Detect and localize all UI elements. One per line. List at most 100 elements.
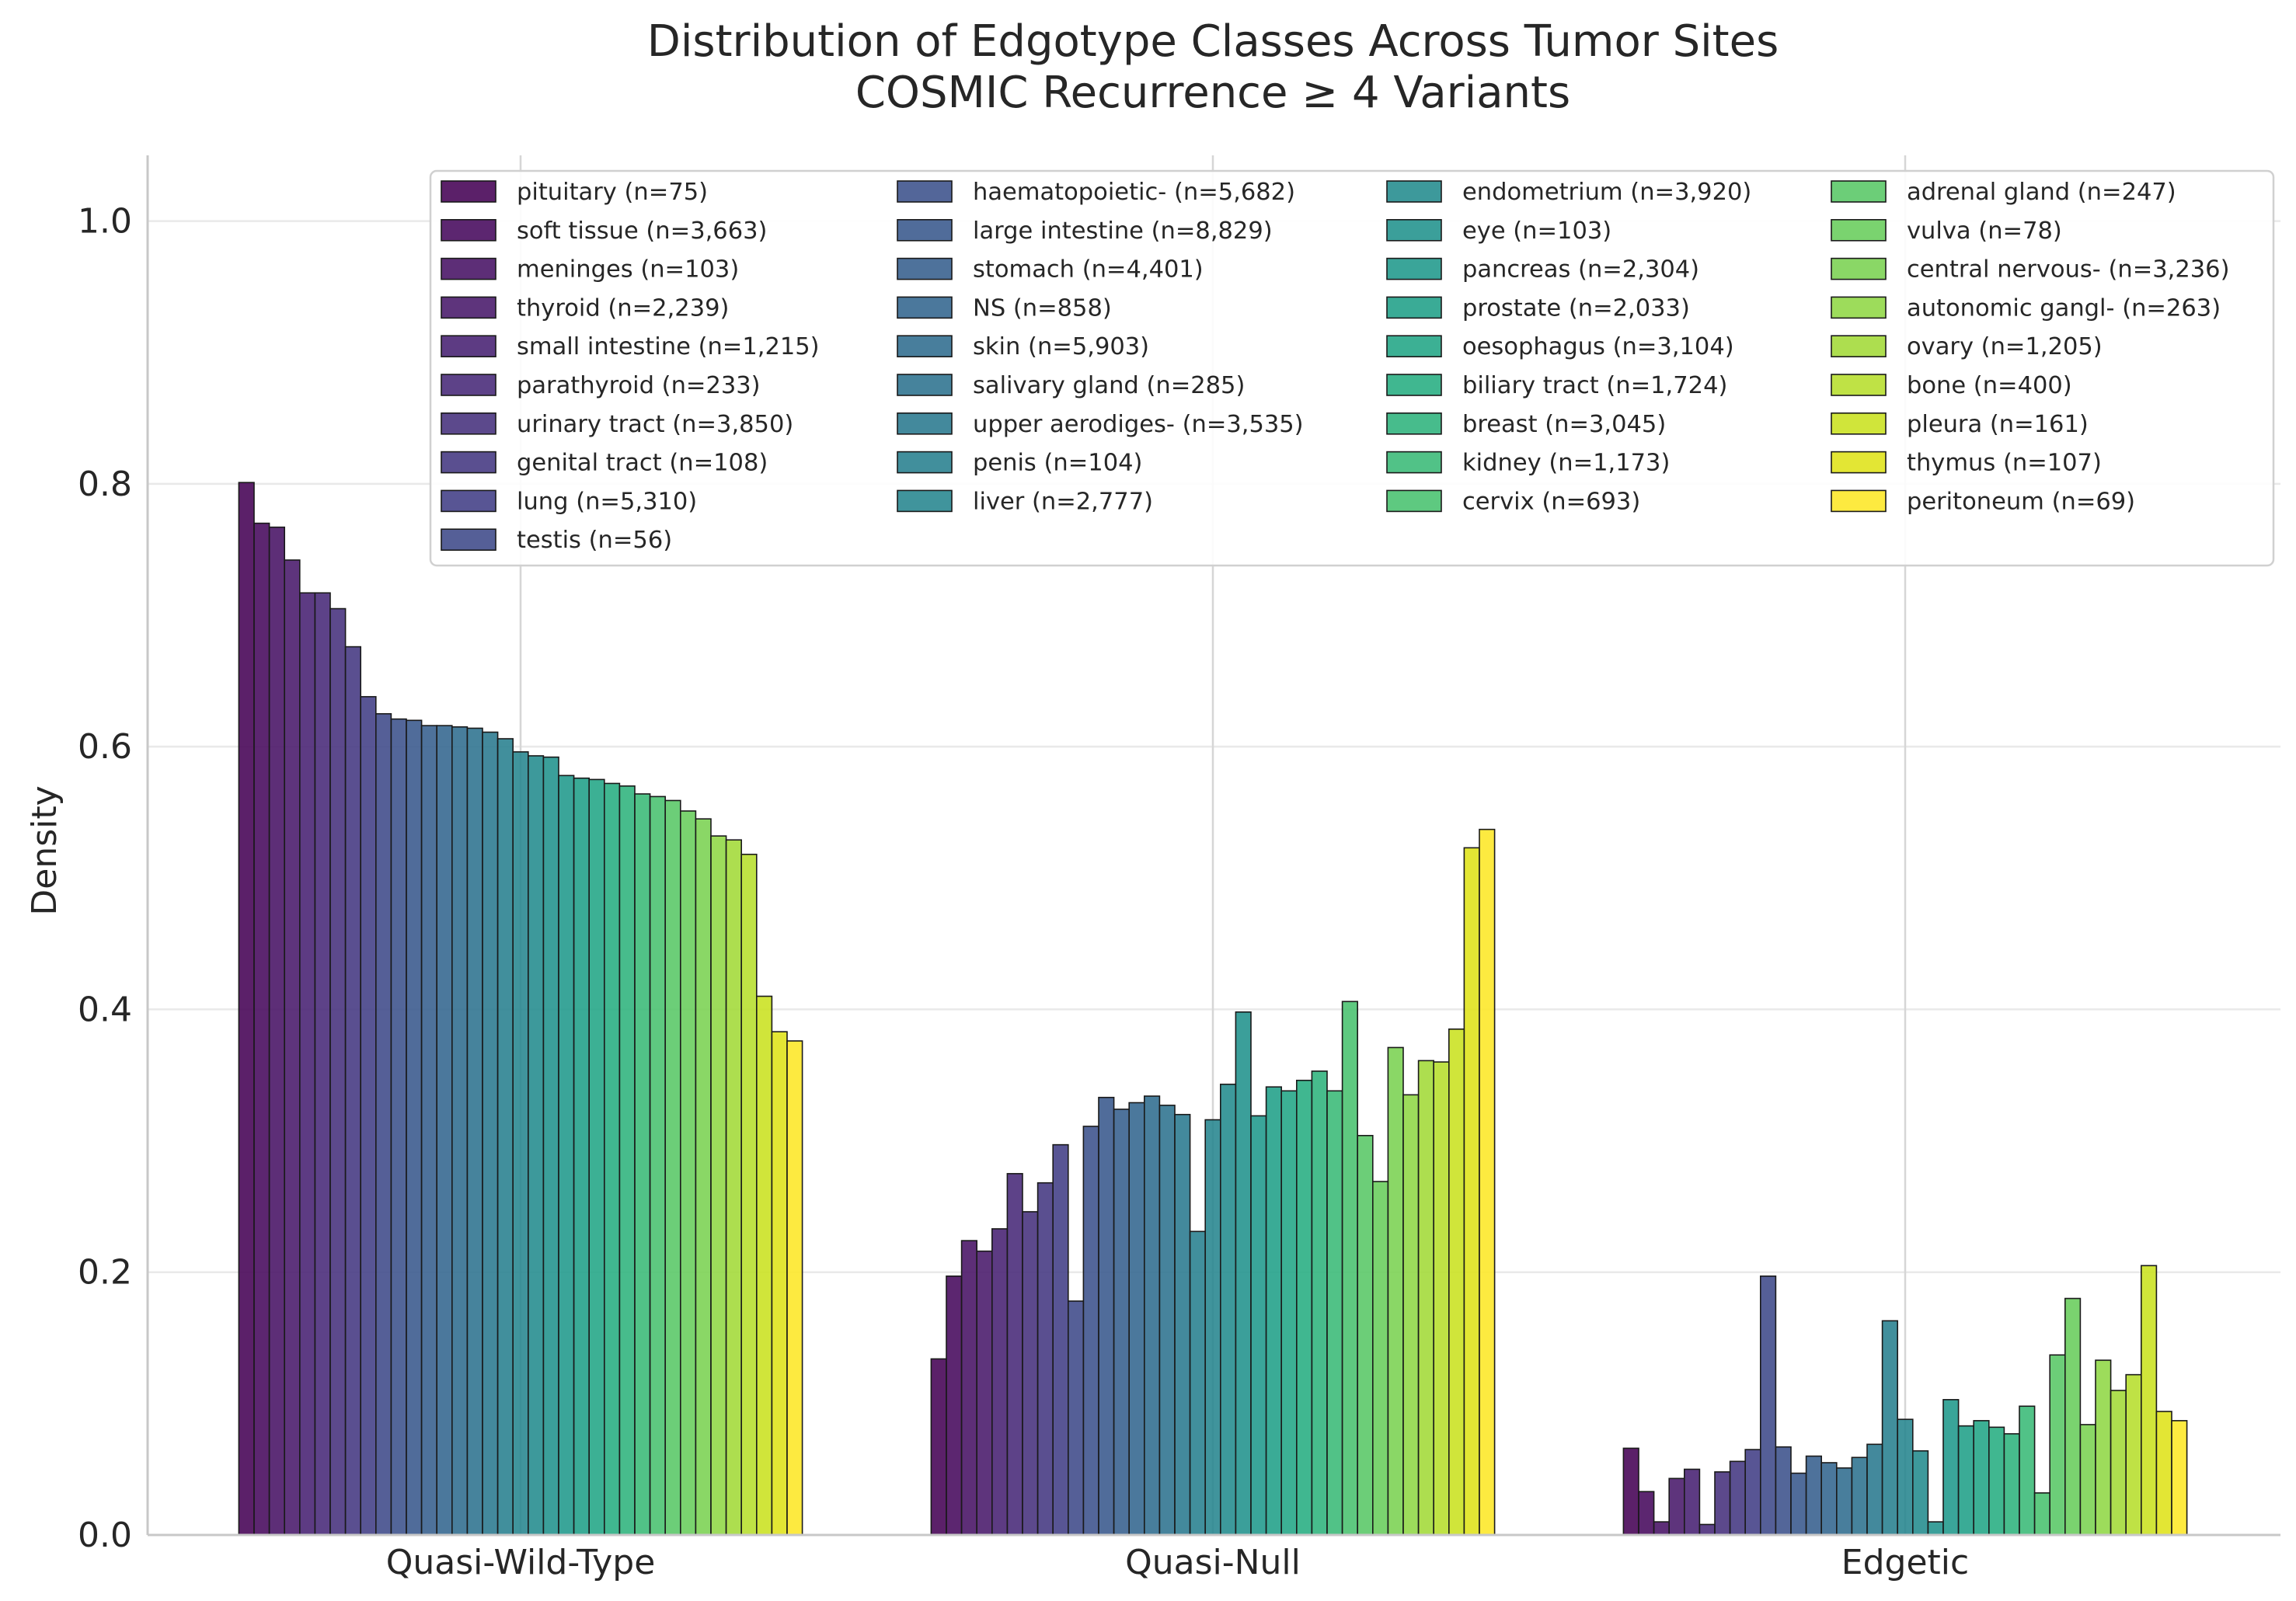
legend-swatch xyxy=(441,257,496,280)
bar xyxy=(1433,1061,1450,1536)
legend-swatch xyxy=(1386,451,1442,474)
bar xyxy=(2141,1265,2158,1536)
legend-label: soft tissue (n=3,663) xyxy=(517,218,767,245)
y-tick-label: 0.0 xyxy=(78,1516,132,1555)
legend-label: cervix (n=693) xyxy=(1462,488,1640,515)
legend-swatch xyxy=(1386,374,1442,396)
bar xyxy=(1760,1275,1777,1536)
legend-swatch xyxy=(441,412,496,435)
legend-swatch xyxy=(897,296,953,319)
bar xyxy=(976,1250,993,1536)
bar xyxy=(1479,828,1496,1536)
bar xyxy=(771,1031,788,1536)
bar xyxy=(1912,1450,1929,1536)
bar xyxy=(1744,1449,1761,1536)
legend-label: genital tract (n=108) xyxy=(517,450,768,477)
bar xyxy=(482,731,499,1536)
bar xyxy=(1463,847,1480,1536)
bar xyxy=(1417,1060,1434,1536)
bar xyxy=(1098,1096,1115,1536)
bar xyxy=(2003,1432,2020,1536)
legend-label: salivary gland (n=285) xyxy=(973,372,1245,399)
legend-swatch xyxy=(1386,412,1442,435)
bar xyxy=(2171,1420,2188,1536)
bar xyxy=(1729,1460,1747,1536)
bar xyxy=(238,482,255,1536)
bar xyxy=(1698,1523,1716,1536)
bar xyxy=(1189,1230,1206,1536)
legend-label: breast (n=3,045) xyxy=(1462,411,1666,438)
bar xyxy=(527,755,545,1536)
legend-swatch xyxy=(1386,218,1442,242)
legend: pituitary (n=75) soft tissue (n=3,663) men… xyxy=(429,169,2275,567)
bar xyxy=(1174,1113,1191,1536)
legend-label: central nervous- (n=3,236) xyxy=(1907,256,2230,284)
bar xyxy=(1927,1521,1944,1536)
bar xyxy=(991,1228,1009,1536)
legend-swatch xyxy=(897,180,953,203)
bar xyxy=(1957,1425,1975,1536)
legend-swatch xyxy=(441,489,496,513)
bar xyxy=(1866,1443,1883,1536)
chart-title: Distribution of Edgotype Classes Across … xyxy=(647,16,1779,67)
bar xyxy=(558,774,575,1536)
legend-label: large intestine (n=8,829) xyxy=(973,218,1273,245)
bar xyxy=(1235,1011,1252,1536)
axes xyxy=(146,155,2280,1537)
legend-label: penis (n=104) xyxy=(973,450,1142,477)
bar xyxy=(2033,1492,2051,1536)
legend-label: biliary tract (n=1,724) xyxy=(1462,372,1727,399)
bar xyxy=(725,839,742,1536)
x-tick-labels: Quasi-Wild-Type Quasi-Null Edgetic xyxy=(386,1543,1969,1582)
bar xyxy=(298,592,316,1536)
bar xyxy=(1158,1105,1176,1536)
bar xyxy=(1006,1173,1023,1536)
bar xyxy=(375,713,392,1536)
bar xyxy=(1265,1086,1282,1536)
legend-swatch xyxy=(897,451,953,474)
bar xyxy=(588,778,605,1536)
y-tick-labels: 0.0 0.2 0.4 0.6 0.8 1.0 xyxy=(78,202,132,1555)
legend-label: parathyroid (n=233) xyxy=(517,372,761,399)
bar xyxy=(1128,1102,1145,1536)
legend-label: NS (n=858) xyxy=(973,294,1112,322)
bar xyxy=(1881,1320,1899,1536)
legend-label: upper aerodiges- (n=3,535) xyxy=(973,411,1304,438)
legend-swatch xyxy=(441,451,496,474)
bar xyxy=(1387,1046,1404,1536)
bar xyxy=(1622,1447,1639,1536)
legend-swatch xyxy=(1386,489,1442,513)
legend-swatch xyxy=(441,374,496,396)
legend-label: ovary (n=1,205) xyxy=(1907,333,2103,360)
legend-label: testis (n=56) xyxy=(517,527,672,554)
bar xyxy=(1820,1462,1838,1536)
bar xyxy=(1113,1109,1130,1536)
legend-label: pleura (n=161) xyxy=(1907,411,2089,438)
bar xyxy=(1311,1070,1328,1536)
bar xyxy=(1402,1094,1420,1536)
bar xyxy=(2110,1390,2127,1536)
bar xyxy=(1280,1090,1298,1536)
bar xyxy=(451,726,469,1536)
legend-label: meninges (n=103) xyxy=(517,256,739,284)
x-tick-label: Quasi-Null xyxy=(1125,1543,1301,1582)
legend-label: endometrium (n=3,920) xyxy=(1462,179,1751,206)
bar xyxy=(1836,1467,1853,1536)
legend-swatch xyxy=(441,528,496,552)
bar xyxy=(2125,1373,2142,1536)
bar xyxy=(344,646,362,1536)
bar xyxy=(1204,1119,1221,1536)
bar xyxy=(1714,1471,1731,1536)
legend-label: prostate (n=2,033) xyxy=(1462,294,1690,322)
chart-subtitle: COSMIC Recurrence ≥ 4 Variants xyxy=(855,68,1570,118)
bar xyxy=(1988,1426,2005,1536)
bar xyxy=(573,777,590,1536)
legend-swatch xyxy=(897,412,953,435)
legend-swatch xyxy=(441,180,496,203)
bar xyxy=(1357,1135,1374,1536)
legend-swatch xyxy=(1386,180,1442,203)
bar xyxy=(436,725,453,1536)
legend-swatch xyxy=(1831,257,1887,280)
bar xyxy=(1668,1477,1685,1536)
legend-label: autonomic gangl- (n=263) xyxy=(1907,294,2221,322)
